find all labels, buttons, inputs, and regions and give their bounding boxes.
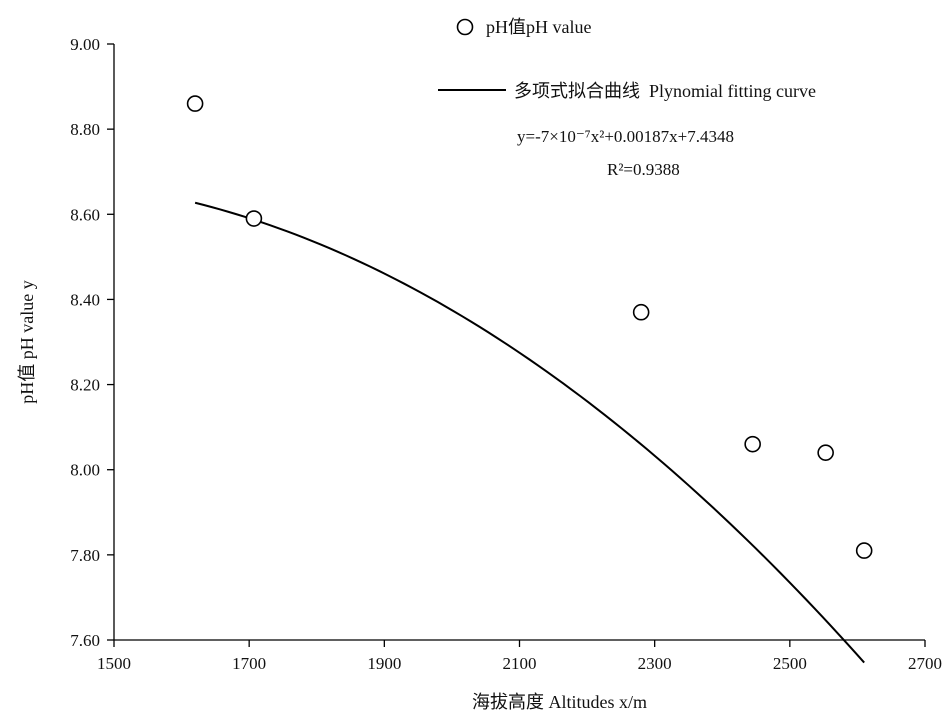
axes: 1500 1700 1900 2100 2300 2500 2700 7.60 7.80 8.0… (70, 35, 942, 673)
data-points (186, 95, 873, 559)
y-axis-ticks: 7.60 7.80 8.00 8.20 8.40 8.60 8.80 9.00 (70, 35, 114, 650)
legend-marker-scatter (456, 18, 474, 36)
fit-curve-group (194, 201, 865, 664)
x-tick-label: 2100 (503, 654, 537, 673)
legend-label-scatter: pH值pH value (486, 17, 591, 37)
y-tick-label: 8.60 (70, 205, 100, 224)
data-point (245, 210, 263, 227)
x-tick-label: 1900 (367, 654, 401, 673)
y-tick-label: 7.80 (70, 546, 100, 565)
data-point (632, 303, 650, 321)
x-axis-title: 海拔高度 Altitudes x/m (472, 692, 647, 712)
y-tick-label: 7.60 (70, 631, 100, 650)
x-axis-ticks: 1500 1700 1900 2100 2300 2500 2700 (97, 640, 942, 673)
x-tick-label: 1700 (232, 654, 266, 673)
legend: pH值pH value 多项式拟合曲线 Plynomial fitting cu… (438, 17, 816, 101)
annotations: y=-7×10⁻⁷x²+0.00187x+7.4348 R²=0.9388 (517, 127, 734, 179)
y-tick-label: 8.80 (70, 120, 100, 139)
x-tick-label: 2300 (638, 654, 672, 673)
y-tick-label: 9.00 (70, 35, 100, 54)
equation-label: y=-7×10⁻⁷x²+0.00187x+7.4348 (517, 127, 734, 146)
y-tick-label: 8.00 (70, 461, 100, 480)
legend-label-curve: 多项式拟合曲线 Plynomial fitting curve (514, 81, 816, 101)
x-tick-label: 2700 (908, 654, 942, 673)
fit-curve (194, 201, 865, 664)
x-tick-label: 1500 (97, 654, 131, 673)
data-point (744, 435, 761, 453)
y-axis-title: pH值 pH value y (17, 280, 37, 403)
data-point (186, 95, 204, 112)
x-tick-label: 2500 (773, 654, 807, 673)
y-tick-label: 8.40 (70, 290, 100, 309)
data-point (855, 542, 873, 559)
data-point (817, 444, 834, 461)
y-tick-label: 8.20 (70, 376, 100, 395)
r-squared-label: R²=0.9388 (607, 160, 680, 179)
